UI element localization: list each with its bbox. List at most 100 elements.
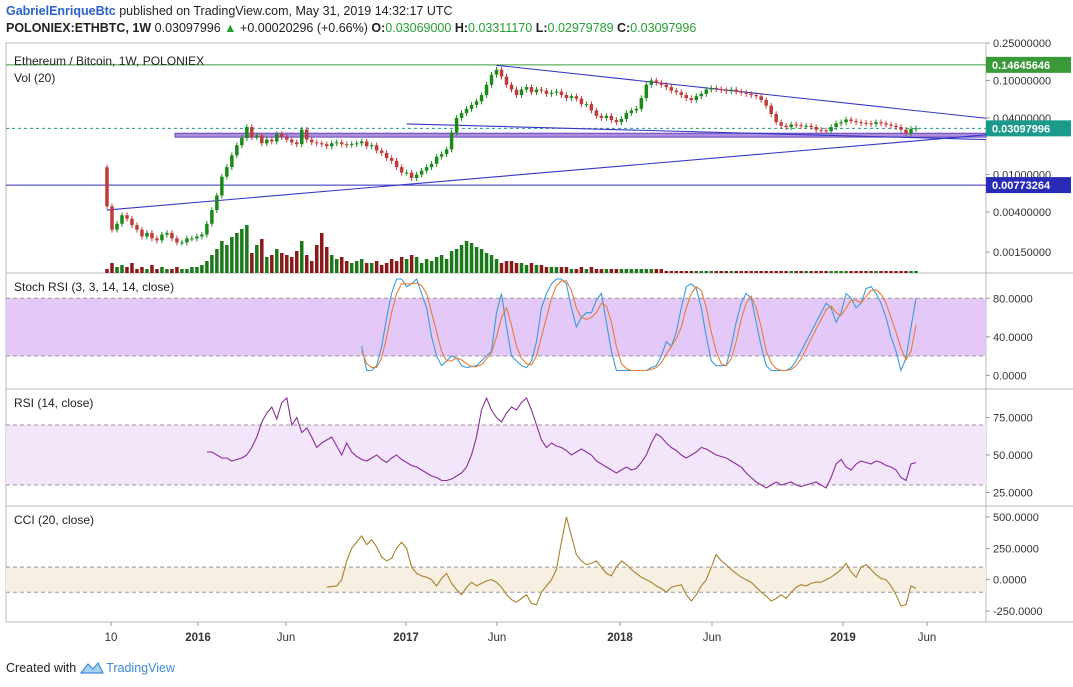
rsi-title: RSI (14, close)	[14, 396, 93, 410]
volume-bar	[250, 253, 254, 273]
candle-body	[509, 84, 514, 90]
candle-body	[604, 115, 609, 118]
volume-bar	[499, 263, 504, 273]
volume-bar	[305, 255, 309, 273]
volume-bar	[354, 261, 359, 273]
tradingview-brand[interactable]: TradingView	[106, 661, 175, 675]
candle-body	[819, 129, 823, 131]
volume-bar	[454, 249, 459, 273]
candle-body	[240, 137, 244, 146]
volume-bar	[549, 267, 554, 273]
candle-body	[449, 132, 454, 150]
volume-bar	[309, 261, 314, 273]
volume-bar	[554, 267, 559, 273]
volume-bar	[764, 271, 768, 273]
volume-bar	[589, 267, 594, 273]
candle-body	[699, 93, 704, 97]
candle-body	[230, 155, 234, 168]
candle-body	[734, 89, 738, 92]
price-tick-label: 0.10000000	[993, 75, 1051, 87]
candle-body	[399, 167, 404, 173]
volume-bar	[674, 271, 679, 273]
published-text: published on TradingView.com, May 31, 20…	[115, 4, 453, 18]
volume-bar	[285, 255, 289, 273]
candle-body	[120, 215, 124, 224]
volume-title: Vol (20)	[14, 71, 55, 85]
volume-bar	[175, 267, 179, 273]
volume-bar	[634, 269, 639, 273]
volume-bar	[909, 271, 913, 273]
candle-body	[125, 215, 129, 219]
rsi-tick-label: 50.0000	[993, 450, 1033, 462]
candle-body	[594, 110, 599, 116]
volume-bar	[290, 257, 294, 273]
volume-bar	[564, 267, 569, 273]
close-value: 0.03097996	[630, 21, 697, 35]
volume-bar	[859, 271, 863, 273]
candle-body	[859, 122, 863, 124]
volume-bar	[205, 261, 209, 273]
candle-body	[794, 124, 798, 126]
volume-bar	[155, 269, 159, 273]
up-arrow-icon: ▲	[224, 21, 237, 35]
candle-body	[679, 92, 684, 96]
candle-body	[709, 88, 714, 90]
candle-body	[110, 206, 114, 230]
volume-bar	[439, 255, 444, 273]
candle-body	[444, 149, 449, 155]
candle-body	[210, 210, 214, 224]
volume-bar	[714, 271, 718, 273]
low-label: L:	[535, 21, 548, 35]
volume-bar	[559, 267, 564, 273]
volume-bar	[664, 271, 669, 273]
volume-bar	[339, 257, 344, 273]
volume-bar	[359, 259, 364, 273]
candle-body	[744, 92, 748, 94]
volume-bar	[914, 271, 918, 273]
candle-body	[829, 127, 833, 132]
candle-body	[424, 167, 429, 171]
volume-bar	[774, 271, 778, 273]
price-tick-label: 0.00150000	[993, 247, 1051, 259]
volume-bar	[444, 259, 449, 273]
chart-area[interactable]: 0.250000000.100000000.040000000.01000000…	[0, 0, 1073, 660]
volume-bar	[524, 265, 529, 273]
candle-body	[554, 91, 559, 93]
candle-body	[704, 89, 709, 94]
candle-body	[639, 98, 644, 109]
volume-bar	[644, 269, 649, 273]
volume-bar	[210, 255, 214, 273]
volume-bar	[349, 263, 354, 273]
volume-bar	[409, 255, 414, 273]
volume-bar	[769, 271, 773, 273]
candle-body	[374, 145, 379, 151]
volume-bar	[509, 261, 514, 273]
candle-body	[300, 129, 304, 145]
volume-bar	[230, 237, 234, 273]
author-link[interactable]: GabrielEnriqueBtc	[6, 4, 116, 18]
candle-body	[474, 101, 479, 105]
candle-body	[724, 90, 728, 92]
volume-bar	[864, 271, 868, 273]
candle-body	[714, 88, 718, 90]
candle-body	[439, 154, 444, 157]
candle-body	[105, 167, 109, 207]
volume-bar	[195, 267, 199, 273]
volume-bar	[889, 271, 893, 273]
volume-bar	[110, 263, 114, 273]
volume-bar	[389, 259, 394, 273]
cci-tick-label: 0.0000	[993, 575, 1027, 587]
candle-body	[324, 144, 329, 147]
ohlc-bar: POLONIEX:ETHBTC, 1W 0.03097996 ▲ +0.0002…	[6, 21, 696, 35]
candle-body	[694, 96, 699, 100]
volume-bar	[484, 253, 489, 273]
candle-body	[539, 89, 544, 91]
candle-body	[629, 110, 634, 114]
time-tick-label: Jun	[488, 632, 507, 644]
volume-bar	[474, 247, 479, 273]
time-tick-label: 2017	[393, 632, 419, 644]
volume-bar	[469, 243, 474, 273]
volume-bar	[844, 271, 848, 273]
time-tick-label: 10	[105, 632, 118, 644]
volume-bar	[574, 269, 579, 273]
